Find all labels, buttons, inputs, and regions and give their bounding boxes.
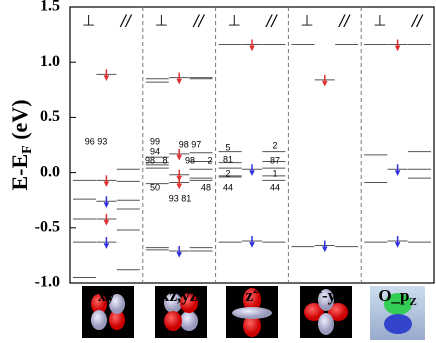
annotation: 50 — [150, 182, 160, 192]
spin-arrow — [103, 196, 110, 208]
spin-arrow — [322, 240, 328, 253]
annotation: 87 — [270, 155, 280, 165]
header-perp: ⊥ — [300, 12, 313, 30]
annotation: 98 — [185, 155, 195, 165]
spin-arrow — [249, 164, 255, 176]
spin-arrow — [176, 148, 182, 161]
spin-arrow — [103, 237, 110, 249]
column-label-part: x — [308, 286, 317, 305]
annotation: 81 — [223, 154, 233, 164]
y-tick-label: -0.5 — [35, 218, 60, 235]
column-label: O_pZ — [378, 286, 417, 308]
y-tick-label: 0.0 — [40, 163, 60, 180]
column-label-part: xz,yz — [161, 286, 198, 305]
y-tick-label: 1.0 — [40, 53, 60, 70]
annotation: 96 93 — [85, 136, 108, 146]
header-perp: ⊥ — [82, 12, 95, 30]
plot-frame — [69, 6, 435, 284]
annotation: 8 — [162, 155, 167, 165]
column-label-part: O_p — [378, 286, 409, 305]
column-label-part: 2 — [316, 284, 322, 296]
annotation: 99 — [150, 136, 160, 146]
annotation: 2 — [225, 168, 230, 178]
column-label-part: 2 — [253, 284, 259, 296]
column-label-part: 2 — [336, 284, 342, 296]
y-label-sub: F — [20, 145, 35, 154]
annotation: 44 — [270, 182, 280, 192]
column-label-part: -y — [322, 286, 337, 305]
spin-arrow — [176, 177, 182, 190]
annotation: 94 — [150, 146, 160, 156]
column-label: xy — [98, 286, 116, 305]
spin-arrow — [103, 213, 110, 226]
y-label-part: (eV) — [7, 99, 32, 145]
annotation: 48 — [201, 182, 211, 192]
spin-arrow — [103, 175, 110, 188]
y-label-part: E-E — [7, 154, 32, 191]
annotation: 2 — [207, 155, 212, 165]
spin-arrow — [394, 39, 401, 52]
header-para: // — [410, 12, 424, 30]
column-label: z2 — [245, 284, 259, 305]
column-label: x2-y2 — [308, 284, 342, 305]
annotation: 1 — [272, 168, 277, 178]
spin-arrow — [394, 164, 401, 176]
column-label: xz,yz — [161, 286, 198, 305]
spin-arrow — [249, 236, 255, 248]
annotation: 98 — [145, 155, 155, 165]
header-para: // — [192, 12, 206, 30]
annotation: 93 81 — [169, 193, 192, 203]
spin-arrow — [249, 39, 255, 52]
annotation: 5 — [225, 142, 230, 152]
column-label-part: Z — [410, 296, 417, 308]
header-perp: ⊥ — [155, 12, 168, 30]
header-perp: ⊥ — [228, 12, 241, 30]
header-perp: ⊥ — [373, 12, 386, 30]
header-para: // — [119, 12, 133, 30]
annotation: 98 97 — [179, 139, 202, 149]
header-para: // — [264, 12, 278, 30]
spin-arrow — [176, 72, 182, 85]
column-label-part: z — [245, 286, 253, 305]
y-tick-label: 0.5 — [40, 108, 60, 125]
orbital-images — [82, 286, 425, 340]
spin-arrow — [322, 74, 328, 87]
spin-arrow — [103, 69, 110, 82]
spin-arrow — [394, 236, 401, 248]
annotation: 2 — [272, 140, 277, 150]
spin-arrow — [176, 245, 182, 258]
y-axis-label: E-EF (eV) — [7, 99, 35, 190]
column-label-part: xy — [98, 286, 116, 305]
annotation: 44 — [223, 182, 233, 192]
y-tick-label: -1.0 — [35, 274, 60, 291]
header-para: // — [337, 12, 351, 30]
y-tick-label: 1.5 — [40, 0, 60, 15]
